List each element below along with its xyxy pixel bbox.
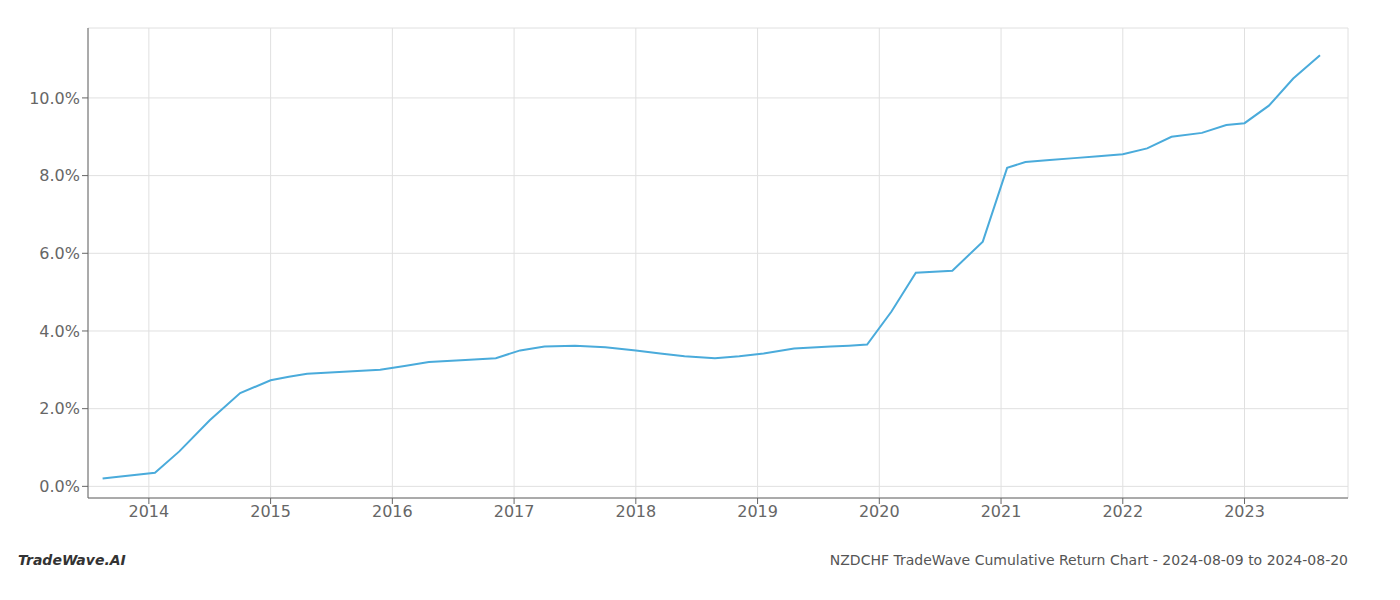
svg-text:4.0%: 4.0%: [39, 322, 80, 341]
svg-text:6.0%: 6.0%: [39, 244, 80, 263]
svg-text:2017: 2017: [494, 502, 535, 521]
svg-text:2020: 2020: [859, 502, 900, 521]
html-text:TradeWave.AI: TradeWave.AI: [18, 552, 126, 568]
svg-text:2021: 2021: [981, 502, 1022, 521]
svg-text:2.0%: 2.0%: [39, 399, 80, 418]
svg-text:8.0%: 8.0%: [39, 166, 80, 185]
svg-text:2022: 2022: [1102, 502, 1143, 521]
html-text:NZDCHF TradeWave Cumulative Re: NZDCHF TradeWave Cumulative Return Chart…: [829, 552, 1348, 568]
svg-text:2019: 2019: [737, 502, 778, 521]
svg-text:2018: 2018: [615, 502, 656, 521]
svg-text:2016: 2016: [372, 502, 413, 521]
svg-text:10.0%: 10.0%: [29, 89, 80, 108]
svg-text:2014: 2014: [129, 502, 170, 521]
svg-text:2015: 2015: [250, 502, 291, 521]
svg-text:2023: 2023: [1224, 502, 1265, 521]
svg-text:0.0%: 0.0%: [39, 477, 80, 496]
